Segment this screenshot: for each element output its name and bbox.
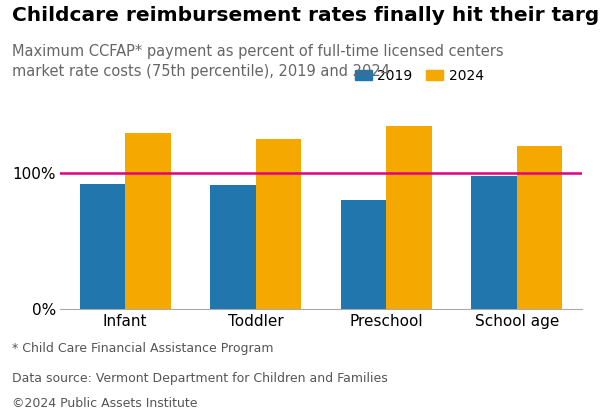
Bar [386,126,432,309]
Bar [80,184,125,309]
Text: Data source: Vermont Department for Children and Families: Data source: Vermont Department for Chil… [12,372,388,385]
Bar [471,176,517,309]
Text: Maximum CCFAP* payment as percent of full-time licensed centers
market rate cost: Maximum CCFAP* payment as percent of ful… [12,44,503,79]
Bar [341,200,386,309]
Text: * Child Care Financial Assistance Program: * Child Care Financial Assistance Progra… [12,342,274,355]
Bar [125,133,171,309]
Text: Childcare reimbursement rates finally hit their target: Childcare reimbursement rates finally hi… [12,6,600,25]
Bar [517,146,562,309]
Legend: 2019, 2024: 2019, 2024 [355,68,484,83]
Text: ©2024 Public Assets Institute: ©2024 Public Assets Institute [12,397,197,410]
Bar [210,185,256,309]
Bar [256,139,301,309]
